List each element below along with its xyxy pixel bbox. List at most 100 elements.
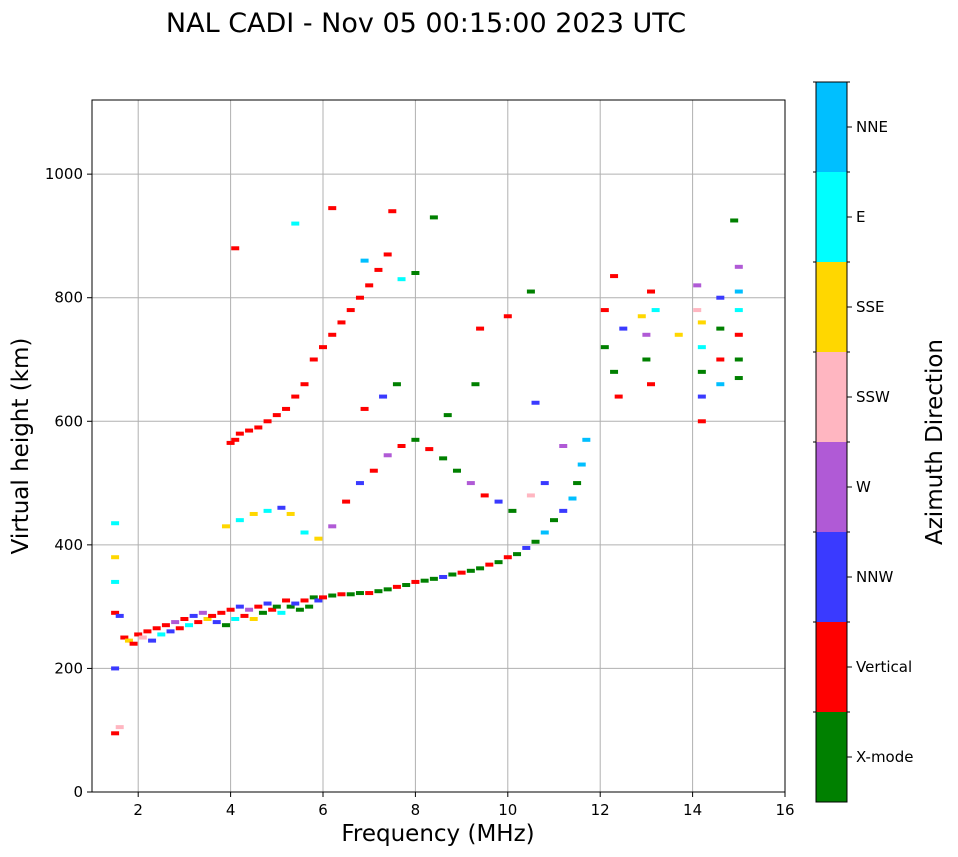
data-point <box>309 357 318 362</box>
data-point <box>429 215 438 220</box>
data-point <box>198 610 207 615</box>
data-point <box>249 617 258 621</box>
data-point <box>457 570 466 575</box>
data-point <box>111 610 120 615</box>
data-point <box>203 617 212 621</box>
data-point <box>559 508 568 513</box>
data-point <box>328 593 337 598</box>
data-point <box>734 264 743 269</box>
colorbar-tick-label: Vertical <box>856 658 912 676</box>
data-point <box>734 308 743 313</box>
data-point <box>235 518 244 523</box>
data-point <box>443 413 452 418</box>
data-point <box>600 308 609 313</box>
data-point <box>272 604 281 609</box>
data-point <box>129 641 138 646</box>
data-point <box>282 598 291 603</box>
data-point <box>550 518 558 523</box>
data-point <box>124 638 133 643</box>
data-point <box>600 345 609 350</box>
data-point <box>342 499 351 504</box>
data-point <box>383 252 392 257</box>
data-point <box>439 456 448 461</box>
data-point <box>522 545 531 550</box>
x-tick-label: 6 <box>318 801 328 819</box>
data-point <box>111 555 120 560</box>
data-point <box>231 246 240 251</box>
data-point <box>369 468 378 473</box>
data-point <box>221 524 230 529</box>
data-point <box>383 587 392 592</box>
x-tick-label: 14 <box>683 801 702 819</box>
data-point <box>531 539 540 544</box>
data-point <box>355 481 364 486</box>
data-point <box>448 572 457 577</box>
colorbar: X-mode Vertical NNW W SSW SSE E NNE <box>813 81 913 803</box>
colorbar-segment <box>816 622 847 712</box>
data-point <box>355 591 364 596</box>
data-point <box>392 584 401 589</box>
data-point <box>485 562 494 567</box>
x-tick-label: 12 <box>591 801 610 819</box>
data-point <box>286 604 295 609</box>
data-point <box>221 623 230 628</box>
data-point <box>152 626 161 631</box>
colorbar-segment <box>816 712 847 802</box>
data-point <box>651 308 660 313</box>
data-point <box>503 314 512 319</box>
data-point <box>111 666 120 671</box>
x-tick-label: 8 <box>411 801 421 819</box>
data-point <box>134 632 143 637</box>
data-point <box>277 505 286 510</box>
data-point <box>452 468 461 473</box>
data-points <box>111 206 743 736</box>
data-point <box>411 437 420 442</box>
plot-frame <box>91 99 786 793</box>
data-point <box>642 357 651 362</box>
data-point <box>157 632 166 637</box>
data-point <box>245 607 254 612</box>
data-point <box>263 508 272 513</box>
data-point <box>305 604 314 609</box>
colorbar-tick-label: NNW <box>856 568 893 586</box>
grid-lines <box>92 100 786 793</box>
chart-title: NAL CADI - Nov 05 00:15:00 2023 UTC <box>166 8 686 39</box>
data-point <box>374 589 383 594</box>
data-point <box>734 332 743 337</box>
data-point <box>411 579 420 584</box>
data-point <box>365 283 374 288</box>
colorbar-segment <box>816 172 847 262</box>
data-point <box>420 578 429 583</box>
x-tick-label: 16 <box>775 801 794 819</box>
data-point <box>254 604 263 609</box>
data-point <box>231 617 240 621</box>
data-point <box>148 638 157 643</box>
data-point <box>166 629 175 634</box>
data-point <box>194 620 203 625</box>
data-point <box>180 617 189 621</box>
data-point <box>245 428 254 433</box>
data-point <box>235 604 244 609</box>
data-point <box>300 598 309 603</box>
data-point <box>272 413 281 418</box>
data-point <box>610 369 619 374</box>
data-point <box>716 295 725 300</box>
data-point <box>568 496 577 501</box>
data-point <box>328 332 337 337</box>
data-point <box>392 382 401 387</box>
data-point <box>120 635 129 640</box>
data-point <box>642 332 651 337</box>
x-axis-label: Frequency (MHz) <box>341 821 534 847</box>
data-point <box>610 274 619 279</box>
y-tick-label: 1000 <box>45 165 83 183</box>
data-point <box>337 592 346 597</box>
data-point <box>319 595 327 600</box>
data-point <box>397 277 406 282</box>
y-axis-label: Virtual height (km) <box>8 338 34 555</box>
data-point <box>494 560 503 565</box>
data-point <box>573 481 582 486</box>
data-point <box>115 613 124 618</box>
data-point <box>388 209 397 214</box>
data-point <box>508 508 517 513</box>
data-point <box>291 601 300 606</box>
